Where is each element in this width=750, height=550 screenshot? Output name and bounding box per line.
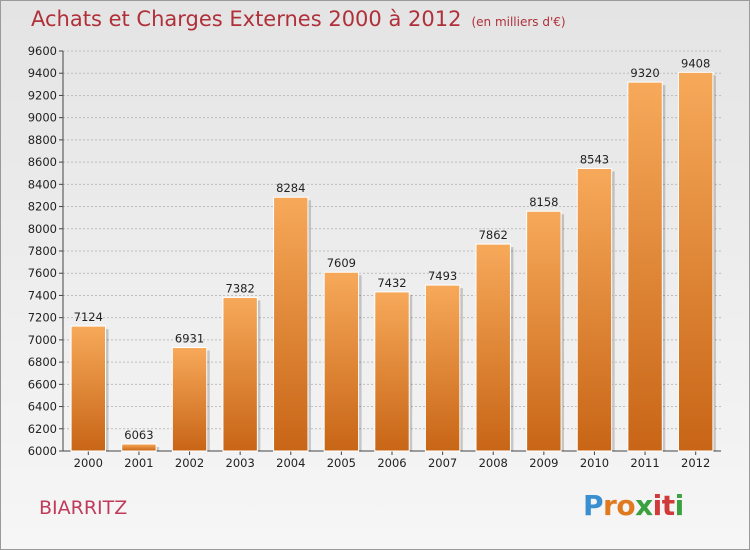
proxiti-logo[interactable]: Proxiti [583, 489, 684, 522]
x-tick-label-2006: 2006 [377, 456, 406, 470]
x-tick-label-2011: 2011 [630, 456, 659, 470]
y-tick-label: 8200 [28, 200, 57, 214]
x-tick-label-2001: 2001 [124, 456, 153, 470]
logo-letter: P [583, 489, 604, 522]
logo-letter: x [635, 489, 653, 522]
y-tick-label: 9600 [28, 44, 57, 58]
bar-2012 [677, 71, 714, 452]
x-tick-label-2005: 2005 [327, 456, 356, 470]
city-name: BIARRITZ [39, 497, 128, 519]
x-tick-label-2012: 2012 [681, 456, 710, 470]
logo-letter: r [603, 489, 617, 522]
axes: 6000 6200 6400 6600 6800 7000 7200 7400 7600 7800… [28, 44, 721, 470]
chart-title: Achats et Charges Externes 2000 à 2012 (e… [31, 7, 566, 31]
logo-letter: t [661, 489, 675, 522]
x-tick-label-2000: 2000 [74, 456, 103, 470]
x-tick-label-2002: 2002 [175, 456, 204, 470]
y-tick-label: 8600 [28, 155, 57, 169]
x-tick-label-2004: 2004 [276, 456, 305, 470]
value-label-2007: 7493 [428, 269, 457, 283]
y-tick-label: 9400 [28, 66, 57, 80]
logo-letter: i [674, 489, 685, 522]
y-tick-label: 9200 [28, 88, 57, 102]
value-label-2005: 7609 [327, 256, 356, 270]
bar-2000 [70, 325, 107, 452]
value-label-2004: 8284 [276, 181, 305, 195]
logo-letter: o [616, 489, 636, 522]
y-tick-label: 8000 [28, 222, 57, 236]
value-label-2003: 7382 [226, 281, 255, 295]
value-label-2008: 7862 [479, 228, 508, 242]
y-tick-label: 7000 [28, 333, 57, 347]
x-tick-label-2010: 2010 [580, 456, 609, 470]
value-label-2009: 8158 [529, 195, 558, 209]
value-labels: 7124 6063 6931 7382 8284 7609 7432 7493 7862 8158… [74, 56, 711, 442]
bar-2008 [475, 243, 511, 452]
bar-2002 [171, 347, 208, 452]
y-tick-label: 6200 [28, 422, 57, 436]
bar-2005 [323, 271, 360, 452]
bar-2006 [374, 291, 410, 452]
value-label-2011: 9320 [630, 66, 659, 80]
y-tick-label: 7200 [28, 311, 57, 325]
y-tick-label: 8800 [28, 133, 57, 147]
logo-letter: i [652, 489, 663, 522]
y-tick-label: 7400 [28, 288, 57, 302]
bars [70, 71, 716, 452]
value-label-2002: 6931 [175, 332, 204, 346]
x-tick-label-2008: 2008 [479, 456, 508, 470]
chart-title-text: Achats et Charges Externes 2000 à 2012 [31, 7, 462, 31]
value-label-2001: 6063 [124, 428, 153, 442]
y-tick-label: 6800 [28, 355, 57, 369]
chart-subtitle: (en milliers d'€) [471, 15, 566, 29]
y-tick-label: 7600 [28, 266, 57, 280]
value-label-2010: 8543 [580, 152, 609, 166]
bar-2009 [526, 210, 562, 452]
x-tick-label-2007: 2007 [428, 456, 457, 470]
y-tick-label: 8400 [28, 177, 57, 191]
bar-2004 [273, 196, 309, 452]
bar-2007 [424, 284, 461, 452]
y-tick-label: 6600 [28, 377, 57, 391]
bar-2001 [121, 443, 157, 452]
y-tick-label: 9000 [28, 111, 57, 125]
bar-2010 [576, 167, 613, 452]
x-tick-label-2009: 2009 [529, 456, 558, 470]
y-tick-label: 6400 [28, 400, 57, 414]
y-tick-label: 6000 [28, 444, 57, 458]
bar-2011 [627, 81, 663, 452]
bar-2003 [222, 296, 258, 452]
value-label-2000: 7124 [74, 310, 103, 324]
value-label-2006: 7432 [377, 276, 406, 290]
x-tick-label-2003: 2003 [226, 456, 255, 470]
value-label-2012: 9408 [681, 56, 710, 70]
y-tick-label: 7800 [28, 244, 57, 258]
